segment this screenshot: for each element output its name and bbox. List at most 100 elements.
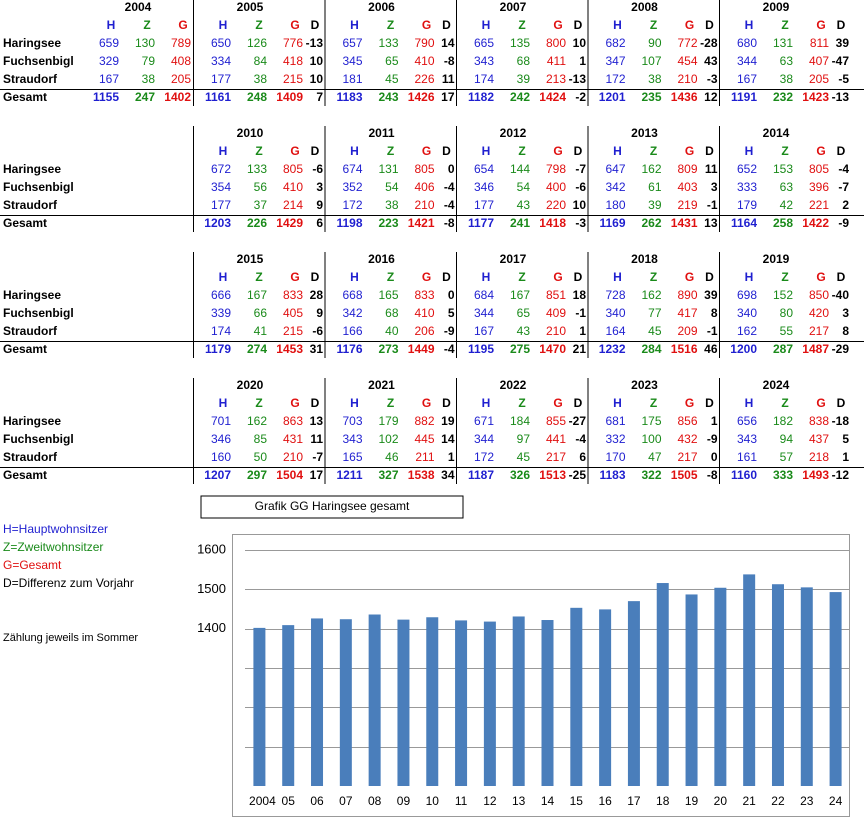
cell: 798 xyxy=(546,162,566,176)
cell: 698 xyxy=(737,288,757,302)
x-tick-label: 09 xyxy=(397,794,411,808)
cell: 235 xyxy=(641,90,661,104)
cell: 652 xyxy=(737,162,757,176)
cell: -4 xyxy=(444,180,455,194)
cell: -5 xyxy=(838,72,849,86)
cell: 656 xyxy=(737,414,757,428)
cell: 12 xyxy=(704,90,718,104)
cell: 220 xyxy=(546,198,566,212)
cell: 10 xyxy=(573,198,587,212)
cell: 14 xyxy=(441,36,455,50)
cell: 8 xyxy=(842,324,849,338)
cell: 226 xyxy=(247,216,267,230)
cell: 409 xyxy=(546,306,566,320)
cell: 346 xyxy=(474,180,494,194)
cell: 1 xyxy=(842,450,849,464)
cell: 38 xyxy=(648,72,662,86)
cell: 215 xyxy=(283,72,303,86)
cell: 403 xyxy=(677,180,697,194)
cell: 180 xyxy=(605,198,625,212)
cell: 400 xyxy=(546,180,566,194)
bar xyxy=(426,617,439,786)
cell: 417 xyxy=(677,306,697,320)
cell: -12 xyxy=(832,468,850,482)
year-label: 2022 xyxy=(500,378,527,392)
cell: -4 xyxy=(575,432,586,446)
cell: 45 xyxy=(648,324,662,338)
x-tick-label: 06 xyxy=(310,794,324,808)
column-header: G xyxy=(816,270,825,284)
cell: 1207 xyxy=(204,468,231,482)
cell: 90 xyxy=(648,36,662,50)
column-header: H xyxy=(613,144,622,158)
column-header: H xyxy=(745,144,754,158)
column-header: Z xyxy=(781,18,788,32)
cell: 28 xyxy=(310,288,324,302)
cell: 94 xyxy=(780,432,794,446)
cell: 167 xyxy=(510,288,530,302)
cell: 681 xyxy=(605,414,625,428)
column-header: H xyxy=(219,270,228,284)
cell: -29 xyxy=(832,342,850,356)
cell: 215 xyxy=(283,324,303,338)
cell: 219 xyxy=(677,198,697,212)
chart-frame xyxy=(232,534,850,817)
column-header: G xyxy=(290,270,299,284)
legend-line: Z=Zweitwohnsitzer xyxy=(3,540,103,554)
cell: 411 xyxy=(547,54,566,68)
cell: 68 xyxy=(385,306,399,320)
bar xyxy=(800,587,813,786)
cell: -3 xyxy=(707,72,718,86)
column-header: H xyxy=(745,396,754,410)
cell: 46 xyxy=(704,342,718,356)
cell: 210 xyxy=(414,198,434,212)
bar xyxy=(397,619,410,786)
cell: 1183 xyxy=(599,468,625,482)
cell: 9 xyxy=(316,306,323,320)
column-header: G xyxy=(422,396,431,410)
column-header: G xyxy=(553,144,562,158)
column-header: H xyxy=(482,144,491,158)
bar xyxy=(541,620,554,786)
bar xyxy=(771,584,784,786)
cell: 1177 xyxy=(468,216,494,230)
place-label: Gesamt xyxy=(3,90,47,104)
cell: 1504 xyxy=(276,468,303,482)
cell: 659 xyxy=(99,36,119,50)
cell: 1421 xyxy=(408,216,435,230)
column-header: D xyxy=(311,144,320,158)
place-label: Straudorf xyxy=(3,450,58,464)
cell: 174 xyxy=(211,324,231,338)
column-header: D xyxy=(311,270,320,284)
cell: 342 xyxy=(342,306,362,320)
cell: -4 xyxy=(444,198,455,212)
cell: 57 xyxy=(780,450,794,464)
cell: 273 xyxy=(378,342,398,356)
cell: 776 xyxy=(283,36,303,50)
cell: 322 xyxy=(641,468,661,482)
cell: 179 xyxy=(378,414,398,428)
cell: -6 xyxy=(312,162,323,176)
year-label: 2013 xyxy=(631,126,658,140)
cell: 165 xyxy=(378,288,398,302)
place-label: Fuchsenbigl xyxy=(3,306,74,320)
cell: 135 xyxy=(510,36,530,50)
column-header: H xyxy=(613,396,622,410)
cell: 1232 xyxy=(599,342,626,356)
cell: 1179 xyxy=(205,342,231,356)
cell: 0 xyxy=(448,162,455,176)
cell: 1423 xyxy=(802,90,829,104)
cell: 809 xyxy=(677,162,697,176)
column-header: D xyxy=(837,396,846,410)
cell: 346 xyxy=(211,432,231,446)
cell: 833 xyxy=(414,288,434,302)
cell: 800 xyxy=(546,36,566,50)
x-tick-label: 18 xyxy=(656,794,670,808)
cell: 410 xyxy=(414,306,434,320)
cell: 40 xyxy=(385,324,399,338)
cell: 54 xyxy=(385,180,399,194)
cell: 339 xyxy=(211,306,231,320)
cell: 131 xyxy=(378,162,398,176)
column-header: D xyxy=(574,270,583,284)
cell: 345 xyxy=(342,54,362,68)
